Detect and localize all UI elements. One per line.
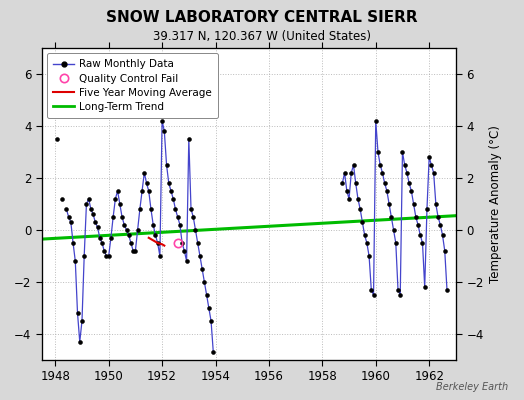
Text: 39.317 N, 120.367 W (United States): 39.317 N, 120.367 W (United States) <box>153 30 371 43</box>
Y-axis label: Temperature Anomaly (°C): Temperature Anomaly (°C) <box>489 125 502 283</box>
Text: Berkeley Earth: Berkeley Earth <box>436 382 508 392</box>
Text: SNOW LABORATORY CENTRAL SIERR: SNOW LABORATORY CENTRAL SIERR <box>106 10 418 25</box>
Legend: Raw Monthly Data, Quality Control Fail, Five Year Moving Average, Long-Term Tren: Raw Monthly Data, Quality Control Fail, … <box>47 53 219 118</box>
